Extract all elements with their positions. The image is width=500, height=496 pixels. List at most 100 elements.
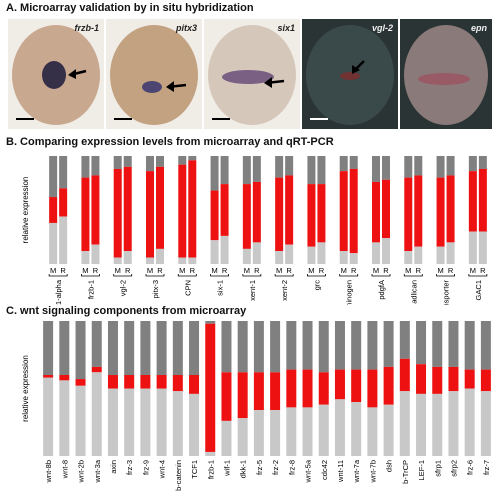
bar-segment-top: [334, 321, 345, 370]
pair-label: R: [254, 266, 260, 275]
bar-segment-top: [253, 321, 264, 373]
bar-segment-bottom: [178, 257, 187, 264]
pair-bracket: [242, 274, 262, 277]
bar-segment-bottom: [220, 235, 229, 264]
category-label: grc: [312, 280, 321, 291]
bar-segment-middle: [220, 184, 229, 236]
bar-segment-top: [302, 321, 313, 370]
pair-bracket: [210, 274, 229, 277]
bar-segment-bottom: [382, 238, 390, 264]
bar-segment-top: [113, 156, 122, 169]
bar-segment-middle: [275, 177, 284, 252]
bar-segment-bottom: [383, 404, 394, 456]
category-label: wnt-7a: [352, 459, 361, 483]
bar-segment-top: [382, 156, 390, 180]
bar-segment-bottom: [140, 388, 151, 456]
category-label: GAC1: [474, 280, 483, 300]
bar-segment-middle: [124, 375, 135, 389]
category-label: frz-7: [482, 460, 491, 475]
category-label: frz-8: [287, 460, 296, 475]
pair-label: R: [319, 266, 325, 275]
pair-label: R: [480, 266, 486, 275]
category-label: frz-3: [125, 460, 134, 475]
bar-segment-top: [399, 321, 410, 359]
pair-label: M: [470, 266, 476, 275]
panel-b-title: B. Comparing expression levels from micr…: [6, 136, 334, 148]
category-label: wnt-8b: [44, 460, 53, 484]
bar-segment-middle: [172, 375, 183, 392]
bar-segment-bottom: [124, 388, 135, 456]
bar-segment-middle: [432, 366, 443, 394]
bar-segment-top: [140, 321, 151, 375]
bar-segment-top: [318, 321, 329, 373]
pair-label: R: [125, 266, 131, 275]
bar-segment-bottom: [172, 391, 183, 456]
in-situ-photo: six1: [204, 19, 300, 129]
gene-label: epn: [470, 23, 487, 33]
y-axis-label: relative expression: [21, 355, 30, 422]
pair-bracket: [177, 274, 197, 277]
bar-segment-top: [242, 156, 251, 185]
pair-label: M: [437, 266, 443, 275]
category-label: frzb-1: [86, 280, 95, 299]
category-label: kininogen: [345, 280, 354, 305]
pair-label: R: [222, 266, 228, 275]
category-label: dsh: [385, 460, 394, 472]
bar-segment-bottom: [446, 242, 455, 264]
category-label: frzb-1: [206, 460, 215, 479]
bar-segment-top: [480, 321, 491, 370]
bar-segment-middle: [75, 379, 86, 386]
category-label: wif-1: [222, 460, 231, 477]
bar-segment-bottom: [210, 240, 219, 264]
bar-segment-middle: [49, 197, 58, 223]
bar-segment-bottom: [275, 251, 284, 264]
bar-segment-top: [404, 156, 413, 178]
bar-segment-bottom: [367, 407, 378, 456]
stain-spot: [340, 72, 360, 80]
in-situ-photo: frzb-1: [8, 19, 104, 129]
bar-segment-bottom: [252, 242, 261, 264]
bar-segment-middle: [464, 369, 475, 389]
pair-bracket: [307, 274, 326, 277]
bar-segment-middle: [367, 369, 378, 408]
bar-segment-top: [221, 321, 232, 373]
pair-bracket: [145, 274, 165, 277]
bar-segment-top: [146, 156, 154, 172]
category-label: vgl-2: [119, 280, 128, 296]
bar-segment-middle: [210, 190, 219, 241]
bar-segment-middle: [237, 372, 248, 419]
pair-bracket: [371, 274, 391, 277]
bar-segment-top: [188, 156, 197, 161]
bar-segment-top: [178, 156, 187, 165]
bar-segment-middle: [404, 177, 413, 252]
bar-segment-middle: [252, 181, 261, 243]
pair-bracket: [468, 274, 488, 277]
category-label: cdc42: [320, 460, 329, 480]
bar-segment-top: [43, 321, 54, 375]
bar-segment-top: [205, 321, 216, 324]
bar-segment-top: [275, 156, 284, 178]
bar-segment-top: [252, 156, 261, 182]
bar-segment-top: [156, 156, 164, 167]
bar-segment-middle: [156, 375, 167, 389]
bar-segment-middle: [270, 372, 281, 411]
bar-segment-middle: [205, 323, 216, 452]
category-label: frz-5: [255, 460, 264, 475]
bar-segment-bottom: [189, 393, 200, 456]
bar-segment-top: [59, 321, 70, 375]
bar-segment-bottom: [339, 251, 348, 264]
pair-label: M: [211, 266, 217, 275]
pair-label: M: [147, 266, 153, 275]
category-label: xent-2: [280, 280, 289, 301]
bar-segment-middle: [107, 375, 118, 389]
bar-segment-middle: [448, 366, 459, 392]
pair-bracket: [339, 274, 359, 277]
bar-segment-bottom: [270, 410, 281, 456]
bar-segment-middle: [91, 366, 102, 373]
panel-a-title: A. Microarray validation by in situ hybr…: [6, 2, 254, 14]
bar-segment-middle: [178, 164, 187, 258]
bar-segment-bottom: [285, 244, 294, 264]
bar-segment-bottom: [188, 257, 197, 264]
bar-segment-top: [432, 321, 443, 367]
bar-segment-middle: [59, 188, 68, 217]
